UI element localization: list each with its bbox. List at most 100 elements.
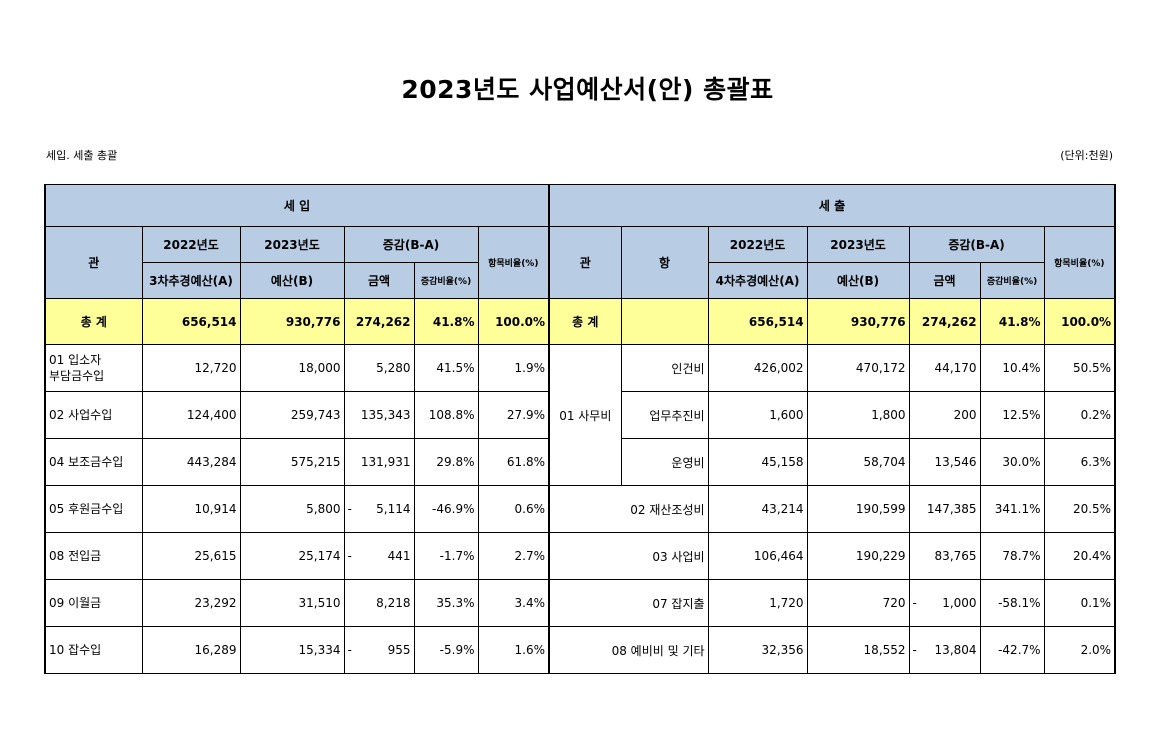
income-item-b: 15,334 xyxy=(239,626,345,674)
expense-item-rate: 341.1% xyxy=(979,485,1045,533)
income-section-header: 세 입 xyxy=(43,184,550,227)
diff-value: 83,765 xyxy=(934,549,977,563)
expense-item-a: 106,464 xyxy=(707,532,808,580)
income-total-a: 656,514 xyxy=(141,298,241,345)
expense-item-name: 02 재산조성비 xyxy=(548,485,709,533)
expense-total-diff: 274,262 xyxy=(908,298,981,345)
expense-2022-header: 2022년도 xyxy=(707,226,808,263)
table-row: 10 잡수입 16,289 15,334 - 955 -5.9% 1.6% 08 … xyxy=(44,626,1117,674)
income-2023-header: 2023년도 xyxy=(239,226,345,263)
income-item-b: 25,174 xyxy=(239,532,345,580)
income-item-rate: 29.8% xyxy=(413,438,479,486)
section-header-row: 세 입 세 출 xyxy=(43,184,1117,227)
income-item-a: 25,615 xyxy=(141,532,241,580)
income-total-diff: 274,262 xyxy=(343,298,415,345)
income-item-name: 10 잡수입 xyxy=(44,626,143,674)
income-item-name: 05 후원금수입 xyxy=(44,485,143,533)
total-row: 총 계 656,514 930,776 274,262 41.8% 100.0%… xyxy=(44,298,1117,345)
expense-item-b: 720 xyxy=(806,579,910,627)
income-item-rate: -46.9% xyxy=(413,485,479,533)
expense-total-rate: 41.8% xyxy=(979,298,1045,345)
income-total-ratio: 100.0% xyxy=(477,298,550,345)
expense-2022-subheader: 4차추경예산(A) xyxy=(707,262,808,299)
expense-2023-header: 2023년도 xyxy=(806,226,910,263)
income-item-diff: - 955 xyxy=(343,626,415,674)
income-item-ratio: 0.6% xyxy=(477,485,550,533)
expense-total-hang xyxy=(620,298,709,345)
diff-value: 5,114 xyxy=(376,502,411,516)
expense-hang-header: 항 xyxy=(620,226,709,299)
income-total-label: 총 계 xyxy=(44,298,143,345)
diff-value: 200 xyxy=(953,408,977,422)
expense-item-ratio: 0.1% xyxy=(1043,579,1117,627)
negative-marker: - xyxy=(912,643,917,657)
expense-item-name: 03 사업비 xyxy=(548,532,709,580)
income-2022-subheader: 3차추경예산(A) xyxy=(141,262,241,299)
expense-ratio-header: 항목비율(%) xyxy=(1043,226,1117,299)
expense-item-a: 32,356 xyxy=(707,626,808,674)
table-row: 09 이월금 23,292 31,510 8,218 35.3% 3.4% 07… xyxy=(44,579,1117,627)
expense-item-a: 1,720 xyxy=(707,579,808,627)
table-row: 05 후원금수입 10,914 5,800 - 5,114 -46.9% 0.6%… xyxy=(44,485,1117,533)
expense-item-rate: 78.7% xyxy=(979,532,1045,580)
income-2023-subheader: 예산(B) xyxy=(239,262,345,299)
income-item-b: 5,800 xyxy=(239,485,345,533)
expense-item-diff: 44,170 xyxy=(908,344,981,392)
unit-label: (단위:천원) xyxy=(1060,149,1113,162)
income-item-diff: 135,343 xyxy=(343,391,415,439)
expense-section-header: 세 출 xyxy=(548,184,1117,227)
diff-value: 44,170 xyxy=(934,361,977,375)
expense-item-ratio: 2.0% xyxy=(1043,626,1117,674)
budget-summary-table: 세 입 세 출 관 2022년도 2023년도 증감(B-A) 항목비율(%) … xyxy=(43,184,1117,674)
diff-value: 441 xyxy=(387,549,411,563)
expense-total-b: 930,776 xyxy=(806,298,910,345)
expense-total-label: 총 계 xyxy=(548,298,622,345)
table-row: 04 보조금수입 443,284 575,215 131,931 29.8% 6… xyxy=(44,438,1117,486)
expense-item-a: 43,214 xyxy=(707,485,808,533)
expense-item-name: 인건비 xyxy=(620,344,709,392)
income-item-b: 18,000 xyxy=(239,344,345,392)
expense-item-ratio: 20.4% xyxy=(1043,532,1117,580)
diff-value: 131,931 xyxy=(360,455,411,469)
expense-total-ratio: 100.0% xyxy=(1043,298,1117,345)
income-item-a: 10,914 xyxy=(141,485,241,533)
column-header-row-1: 관 2022년도 2023년도 증감(B-A) 항목비율(%) 관 항 2022… xyxy=(44,226,1117,299)
diff-value: 13,804 xyxy=(934,643,977,657)
expense-item-diff: 147,385 xyxy=(908,485,981,533)
income-item-diff: 5,280 xyxy=(343,344,415,392)
expense-item-rate: 12.5% xyxy=(979,391,1045,439)
table-row: 01 입소자 부담금수입 12,720 18,000 5,280 41.5% 1… xyxy=(44,344,1117,486)
expense-gwan-header: 관 xyxy=(548,226,622,299)
expense-2023-subheader: 예산(B) xyxy=(806,262,910,299)
income-item-rate: 41.5% xyxy=(413,344,479,392)
income-item-diff: 8,218 xyxy=(343,579,415,627)
income-ratio-header: 항목비율(%) xyxy=(477,226,550,299)
negative-marker: - xyxy=(347,502,352,516)
expense-item-b: 1,800 xyxy=(806,391,910,439)
income-total-rate: 41.8% xyxy=(413,298,479,345)
expense-item-diff: - 13,804 xyxy=(908,626,981,674)
income-item-diff: - 441 xyxy=(343,532,415,580)
income-item-b: 259,743 xyxy=(239,391,345,439)
expense-item-diff: 83,765 xyxy=(908,532,981,580)
expense-diff-rate-header: 증감비율(%) xyxy=(979,262,1045,299)
expense-item-ratio: 20.5% xyxy=(1043,485,1117,533)
income-total-b: 930,776 xyxy=(239,298,345,345)
income-item-ratio: 61.8% xyxy=(477,438,550,486)
expense-item-b: 190,599 xyxy=(806,485,910,533)
expense-total-a: 656,514 xyxy=(707,298,808,345)
income-gwan-header: 관 xyxy=(44,226,143,299)
income-item-rate: -1.7% xyxy=(413,532,479,580)
expense-item-b: 190,229 xyxy=(806,532,910,580)
income-item-ratio: 1.6% xyxy=(477,626,550,674)
expense-item-diff: - 1,000 xyxy=(908,579,981,627)
income-item-ratio: 27.9% xyxy=(477,391,550,439)
income-item-rate: -5.9% xyxy=(413,626,479,674)
diff-value: 147,385 xyxy=(926,502,977,516)
income-2022-header: 2022년도 xyxy=(141,226,241,263)
expense-item-rate: 10.4% xyxy=(979,344,1045,392)
income-item-b: 575,215 xyxy=(239,438,345,486)
income-item-ratio: 1.9% xyxy=(477,344,550,392)
expense-item-b: 470,172 xyxy=(806,344,910,392)
expense-item-ratio: 50.5% xyxy=(1043,344,1117,392)
